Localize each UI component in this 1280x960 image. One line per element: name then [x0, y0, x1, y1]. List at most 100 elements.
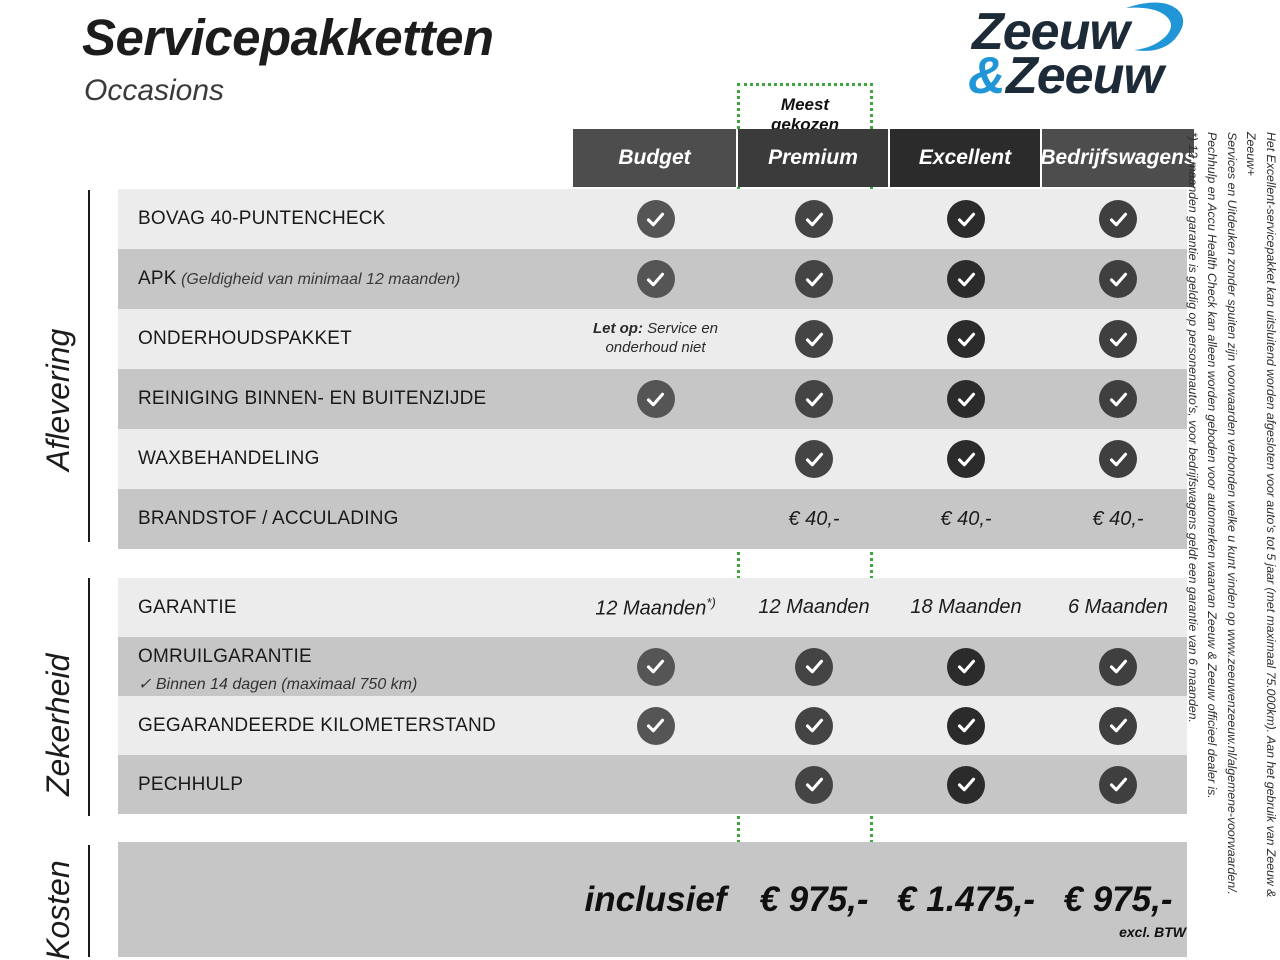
cell-premium [738, 429, 890, 489]
column-header-label: Excellent [918, 146, 1012, 169]
section-label-aflevering: Aflevering [40, 328, 76, 472]
check-badge [947, 440, 985, 478]
row-label: GARANTIE [138, 596, 237, 618]
price-value: € 975,- [759, 879, 869, 919]
cell-premium: 12 Maanden [738, 578, 890, 637]
cell-bedrijfswagens [1042, 637, 1194, 696]
price-cell-premium: € 975,- [738, 842, 890, 957]
checkmark-icon [805, 452, 823, 466]
row-cells: € 40,- € 40,- € 40,- [573, 489, 1194, 549]
cell-excellent [890, 189, 1042, 249]
checkmark-icon [957, 659, 975, 674]
cost-row: inclusief € 975,- € 1.475,- € 975,- excl. BT… [118, 842, 1187, 957]
checkmark-icon [805, 332, 823, 346]
check-badge [947, 320, 985, 358]
table-row: GEGARANDEERDE KILOMETERSTAND [118, 696, 1187, 755]
legal-line-1: Het Excellent-servicepakket kan uitsluit… [1244, 132, 1279, 898]
check-badge [795, 765, 833, 804]
cell-value: 18 Maanden [910, 596, 1022, 618]
check-badge [947, 765, 985, 804]
checkmark-icon [1109, 212, 1127, 226]
legal-disclaimer: Het Excellent-servicepakket kan uitsluit… [1186, 132, 1280, 944]
check-badge [1099, 440, 1137, 478]
column-header-budget[interactable]: Budget [573, 129, 738, 187]
check-badge [1099, 200, 1137, 238]
checkmark-icon [1109, 392, 1127, 406]
cell-excellent [890, 637, 1042, 696]
row-cells [573, 637, 1194, 696]
page-title: Servicepakketten [82, 9, 494, 66]
cell-premium [738, 369, 890, 429]
checkmark-icon [1109, 777, 1127, 792]
column-header-label: Budget [618, 146, 691, 169]
cell-budget [573, 369, 738, 429]
legal-line-3: Pechhulp en Accu Health Check kan alleen… [1205, 132, 1220, 799]
cell-budget [573, 755, 738, 814]
cell-note: Let op: Service en onderhoud niet [592, 320, 719, 356]
check-badge [795, 320, 833, 358]
section-rule-kosten [88, 845, 90, 957]
checkmark-icon [1109, 659, 1127, 674]
cell-bedrijfswagens [1042, 755, 1194, 814]
check-badge [947, 260, 985, 298]
checkmark-icon [805, 718, 823, 733]
check-badge [1099, 380, 1137, 418]
check-badge [947, 706, 985, 745]
checkmark-icon [805, 212, 823, 226]
swoosh-icon [1126, 2, 1184, 51]
zeeuw-en-zeeuw-logo: Zeeuw & Zeeuw [968, 2, 1186, 106]
section-label-kosten: Kosten [40, 860, 76, 960]
price-cell-bedrijfswagens: € 975,- excl. BTW [1042, 842, 1194, 957]
cell-premium [738, 249, 890, 309]
row-cells [573, 429, 1194, 489]
checkmark-icon [1109, 718, 1127, 733]
table-row: APK (Geldigheid van minimaal 12 maanden) [118, 249, 1187, 309]
cell-excellent [890, 309, 1042, 369]
table-row: ONDERHOUDSPAKKET Let op: Service en onder… [118, 309, 1187, 369]
check-badge [1099, 706, 1137, 745]
cell-bedrijfswagens [1042, 696, 1194, 755]
check-badge [947, 380, 985, 418]
cell-premium [738, 189, 890, 249]
row-label: WAXBEHANDELING [138, 448, 320, 469]
checkmark-icon [805, 392, 823, 406]
cell-budget: 12 Maanden*) [573, 578, 738, 637]
table-row: BRANDSTOF / ACCULADING € 40,- € 40,- € 40,- [118, 489, 1187, 549]
checkmark-icon [1109, 332, 1127, 346]
column-header-excellent[interactable]: Excellent [890, 129, 1042, 187]
cell-bedrijfswagens: 6 Maanden [1042, 578, 1194, 637]
cell-value: € 40,- [1092, 507, 1144, 530]
column-header-label: Premium [768, 146, 858, 169]
cell-bedrijfswagens [1042, 249, 1194, 309]
cell-bedrijfswagens [1042, 369, 1194, 429]
checkmark-icon [957, 272, 975, 286]
table-row: REINIGING BINNEN- EN BUITENZIJDE [118, 369, 1187, 429]
row-label: APK (Geldigheid van minimaal 12 maanden) [138, 268, 461, 289]
column-header-bedrijfswagens[interactable]: Bedrijfswagens [1040, 129, 1196, 187]
cell-excellent: 18 Maanden [890, 578, 1042, 637]
check-badge [636, 200, 675, 238]
checkmark-icon [957, 452, 975, 466]
checkmark-icon [1109, 452, 1127, 466]
cell-excellent: € 40,- [890, 489, 1042, 549]
check-badge [1099, 320, 1137, 358]
price-cell-budget: inclusief [573, 842, 738, 957]
legal-line-2: Services en Uitdeuken zonder spuiten zij… [1225, 132, 1239, 895]
table-row: BOVAG 40-PUNTENCHECK [118, 189, 1187, 249]
cell-budget [573, 429, 738, 489]
check-badge [947, 200, 985, 238]
cell-value: € 40,- [940, 507, 992, 530]
checkmark-icon [646, 212, 665, 226]
checkmark-icon [646, 659, 665, 674]
row-cells [573, 369, 1194, 429]
price-value: inclusief [584, 879, 727, 919]
cell-excellent [890, 249, 1042, 309]
column-header-premium[interactable]: Premium [738, 129, 890, 187]
table-row: OMRUILGARANTIE ✓ Binnen 14 dagen (maximaa… [118, 637, 1187, 696]
check-badge [795, 200, 833, 238]
checkmark-icon [646, 392, 665, 406]
cell-excellent [890, 369, 1042, 429]
row-cells [573, 755, 1194, 814]
section-rule-aflevering [88, 190, 90, 542]
